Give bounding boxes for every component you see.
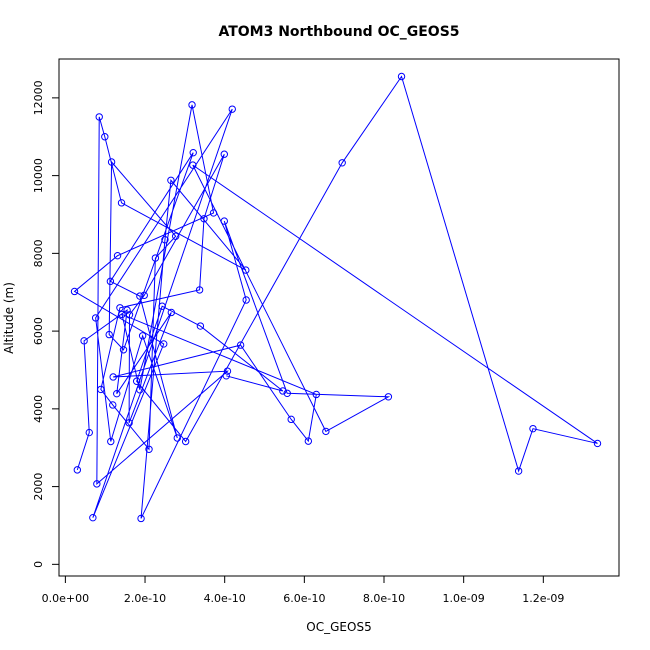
- data-point: [95, 113, 103, 121]
- data-point: [189, 161, 197, 169]
- data-point: [173, 434, 181, 442]
- x-tick-label: 2.0e-10: [124, 592, 166, 605]
- data-point: [91, 314, 100, 322]
- data-point: [220, 150, 228, 158]
- data-point: [242, 266, 250, 274]
- data-point: [97, 385, 105, 394]
- series-line: [73, 75, 598, 519]
- x-axis-label: OC_GEOS5: [306, 620, 371, 634]
- x-tick-label: 8.0e-10: [363, 592, 405, 605]
- data-point: [118, 310, 126, 319]
- y-tick-label: 10000: [32, 158, 45, 193]
- data-point: [279, 387, 287, 395]
- data-point: [125, 311, 134, 319]
- data-point: [222, 372, 230, 380]
- data-point: [529, 424, 537, 433]
- x-tick-label: 0.0e+00: [42, 592, 89, 605]
- data-point: [107, 437, 115, 446]
- data-point: [140, 291, 148, 300]
- data-point: [113, 251, 122, 260]
- data-point: [125, 419, 133, 427]
- data-point: [137, 514, 145, 523]
- data-point: [304, 437, 313, 445]
- data-point: [242, 296, 250, 304]
- y-tick-label: 12000: [32, 80, 45, 115]
- data-point: [158, 302, 166, 310]
- data-point: [116, 304, 124, 312]
- data-point: [73, 466, 82, 474]
- data-point: [113, 389, 121, 398]
- data-point: [106, 277, 115, 286]
- data-point: [196, 322, 205, 330]
- x-tick-label: 4.0e-10: [204, 592, 246, 605]
- data-point: [107, 158, 116, 166]
- data-point: [209, 209, 218, 217]
- data-point: [220, 217, 228, 225]
- y-tick-label: 8000: [32, 239, 45, 267]
- data-point: [188, 101, 196, 109]
- data-point: [109, 373, 117, 381]
- data-point: [167, 176, 175, 184]
- data-point: [189, 148, 197, 157]
- data-point: [105, 330, 113, 339]
- y-tick-label: 0: [32, 561, 45, 568]
- y-axis-label: Altitude (m): [2, 282, 16, 354]
- data-point: [514, 467, 523, 475]
- data-point: [167, 308, 176, 317]
- data-point: [287, 415, 295, 424]
- y-tick-label: 6000: [32, 317, 45, 345]
- data-point: [312, 390, 320, 399]
- data-point: [236, 341, 245, 349]
- data-point: [228, 105, 236, 113]
- data-point: [119, 346, 128, 354]
- data-point: [145, 445, 153, 453]
- data-point: [195, 286, 204, 294]
- y-axis: 0 2000 4000 6000 8000 10000 12000: [32, 80, 60, 568]
- x-axis: 0.0e+00 2.0e-10 4.0e-10 6.0e-10 8.0e-10 1.0e-…: [42, 575, 564, 605]
- x-tick-label: 1.0e-09: [443, 592, 485, 605]
- y-tick-label: 2000: [32, 473, 45, 501]
- y-tick-label: 4000: [32, 395, 45, 423]
- data-point: [136, 386, 144, 394]
- series-layer: [70, 72, 602, 523]
- data-point: [93, 480, 101, 488]
- data-point: [70, 287, 79, 296]
- x-tick-label: 6.0e-10: [283, 592, 325, 605]
- data-point: [161, 236, 169, 244]
- data-point: [384, 393, 393, 401]
- data-point: [85, 428, 93, 437]
- data-point: [89, 513, 97, 522]
- data-point: [123, 306, 131, 314]
- data-point: [136, 292, 144, 300]
- data-point: [151, 254, 160, 262]
- data-point: [283, 389, 291, 398]
- data-point: [138, 332, 147, 340]
- data-point: [181, 437, 190, 446]
- data-point: [80, 337, 88, 345]
- data-point: [338, 159, 346, 167]
- data-point: [593, 439, 602, 448]
- data-point: [200, 215, 208, 223]
- data-point: [171, 232, 180, 240]
- data-point: [160, 340, 168, 348]
- data-point: [322, 427, 330, 436]
- data-point: [223, 367, 232, 375]
- data-point: [109, 401, 117, 409]
- chart-title: ATOM3 Northbound OC_GEOS5: [218, 24, 459, 40]
- data-point: [397, 72, 406, 81]
- data-point: [132, 377, 141, 385]
- x-tick-label: 1.2e-09: [522, 592, 564, 605]
- data-point: [117, 199, 126, 207]
- data-point: [101, 133, 109, 141]
